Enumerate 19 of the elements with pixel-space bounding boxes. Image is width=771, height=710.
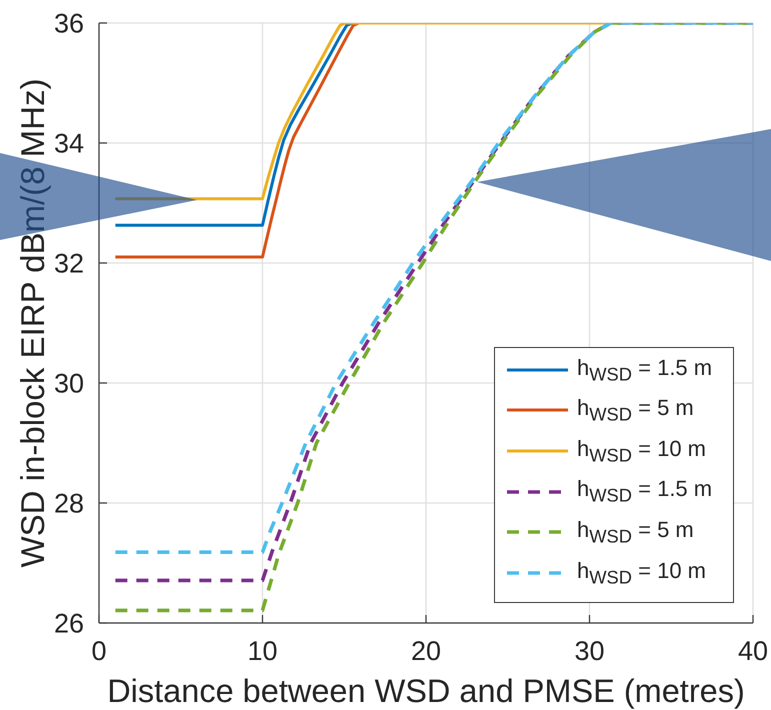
x-axis-title: Distance between WSD and PMSE (metres) (107, 673, 745, 709)
legend-label: h$_{WSD}$ = 10 m (577, 558, 706, 588)
x-tick-label: 10 (247, 636, 278, 666)
y-tick-label: 36 (54, 8, 84, 39)
x-tick-label: 30 (574, 636, 605, 666)
y-tick-label: 28 (54, 488, 84, 519)
legend-label: h$_{WSD}$ = 5 m (577, 516, 694, 548)
x-tick-label: 0 (91, 636, 107, 666)
legend-label: h$_{WSD}$ = 1.5 m (577, 476, 712, 507)
y-tick-label: 26 (54, 608, 84, 639)
legend-label: h$_{WSD}$ = 1.5 m (577, 354, 712, 385)
legend-label: h$_{WSD}$ = 5 m (577, 395, 694, 426)
x-tick-label: 40 (738, 636, 768, 666)
legend-label: h$_{WSD}$ = 10 m (577, 436, 706, 466)
y-tick-label: 30 (54, 368, 84, 399)
x-tick-label: 20 (410, 636, 442, 666)
y-axis-title: WSD in-block EIRP dBm/(8 MHz) (14, 78, 50, 568)
y-tick-label: 34 (54, 128, 84, 159)
y-tick-label: 32 (54, 248, 84, 279)
